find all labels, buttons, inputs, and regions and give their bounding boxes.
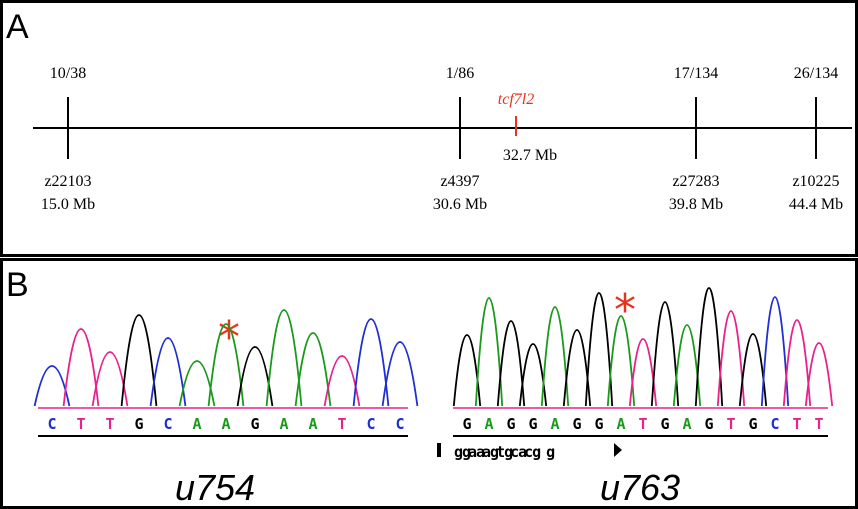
gene-name: tcf7l2 (498, 91, 534, 108)
reference-sequence: gaggagg (462, 443, 560, 461)
base-call: T (726, 415, 735, 433)
marker-ratio: 26/134 (794, 65, 838, 82)
base-call: A (221, 415, 230, 433)
base-call: A (484, 415, 493, 433)
panel-label: B (6, 266, 29, 304)
marker-ratio: 17/134 (674, 65, 718, 82)
trace-peak (64, 329, 99, 406)
base-call: T (105, 415, 114, 433)
marker-name: z10225 (792, 173, 839, 190)
trace-peak (354, 319, 389, 406)
base-call: A (279, 415, 288, 433)
allele-name: u763 (600, 467, 680, 508)
base-call: G (462, 415, 471, 433)
panel-b-frame (2, 260, 857, 508)
marker-position: 39.8 Mb (669, 196, 723, 213)
marker-position: 15.0 Mb (41, 196, 95, 213)
base-call: G (594, 415, 603, 433)
base-call: G (506, 415, 515, 433)
base-call: T (337, 415, 346, 433)
base-call: C (770, 415, 779, 433)
base-call: G (748, 415, 757, 433)
base-call: T (792, 415, 801, 433)
base-call: G (250, 415, 259, 433)
marker-position: 30.6 Mb (433, 196, 487, 213)
base-call: G (134, 415, 143, 433)
base-call: A (550, 415, 559, 433)
base-call: T (814, 415, 823, 433)
base-call: G (660, 415, 669, 433)
base-call: G (572, 415, 581, 433)
marker-name: z22103 (44, 173, 91, 190)
base-call: C (395, 415, 404, 433)
trace-peak (542, 307, 568, 406)
indel-marker (614, 443, 622, 457)
base-call: T (76, 415, 85, 433)
marker-position: 44.4 Mb (789, 196, 843, 213)
indel-marker (437, 443, 441, 457)
figure: A B * * 10/38z2210315.0 Mb1/86z439730.6 … (0, 0, 858, 509)
base-call: G (704, 415, 713, 433)
panel-label: A (6, 8, 29, 46)
marker-name: z27283 (672, 173, 719, 190)
marker-ratio: 1/86 (446, 65, 474, 82)
base-call: C (366, 415, 375, 433)
trace-peak (122, 315, 157, 406)
base-call: G (528, 415, 537, 433)
base-call: A (682, 415, 691, 433)
trace-peak (652, 302, 678, 406)
base-call: C (163, 415, 172, 433)
allele-name: u754 (175, 467, 255, 508)
base-call: C (47, 415, 56, 433)
gene-position: 32.7 Mb (503, 147, 557, 164)
base-call: A (308, 415, 317, 433)
marker-ratio: 10/38 (50, 65, 86, 82)
base-call: A (616, 415, 625, 433)
base-call: T (638, 415, 647, 433)
mutation-asterisk: * (614, 285, 636, 336)
trace-peak (267, 310, 302, 406)
marker-name: z4397 (440, 173, 479, 190)
base-call: A (192, 415, 201, 433)
